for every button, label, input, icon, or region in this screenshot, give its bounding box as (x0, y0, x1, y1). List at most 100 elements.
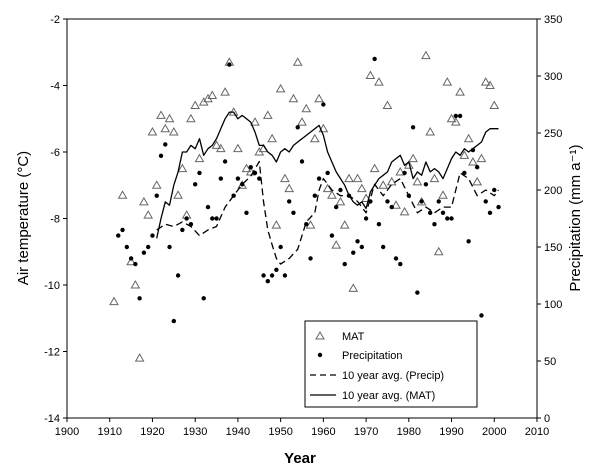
mat-point (173, 190, 183, 199)
precip-point (423, 182, 429, 187)
y-axis-title-right: Precipitation (mm a⁻¹) (567, 144, 584, 291)
mat-point (318, 123, 329, 133)
mat-point (280, 173, 290, 183)
precip-point (355, 239, 360, 244)
legend-label-mat: MAT (342, 331, 365, 343)
mat-point (408, 153, 418, 163)
precip-point (167, 244, 172, 250)
mat-point (250, 117, 260, 126)
mat-point (391, 200, 401, 209)
precip-point (133, 261, 138, 267)
precip-point (299, 159, 305, 164)
mat-point (369, 163, 380, 173)
precip-point (462, 170, 467, 176)
mat-point (215, 143, 226, 153)
mat-point (463, 133, 474, 143)
x-tick-label: 1970 (354, 426, 378, 438)
y-axis-title-left: Air temperature (°C) (15, 151, 32, 285)
mat-point (309, 133, 320, 143)
mat-point (339, 220, 350, 229)
mat-point (190, 100, 201, 109)
mat-point (382, 100, 393, 109)
precip-point (449, 216, 454, 221)
y-left-tick-label: -8 (50, 214, 60, 226)
precip-point (192, 182, 198, 187)
mat-point (327, 190, 337, 199)
precip-point (440, 210, 446, 215)
precip-point (487, 210, 493, 215)
precip-point (466, 239, 471, 244)
x-tick-label: 1910 (97, 426, 121, 438)
mat-point (186, 113, 196, 123)
legend-box (304, 320, 478, 408)
precip-point (184, 216, 189, 221)
precip-point (325, 170, 330, 176)
mat-point (109, 296, 119, 306)
y-right-tick-label: 150 (544, 242, 562, 254)
mat-point (485, 80, 495, 89)
precip-point (163, 142, 168, 147)
mat-point (117, 190, 128, 199)
x-tick-label: 1980 (397, 426, 421, 438)
mat-point (468, 156, 478, 166)
mat-point (450, 117, 461, 126)
y-left-tick-label: -4 (50, 81, 60, 93)
x-tick-label: 2010 (525, 426, 549, 438)
y-right-tick-label: 200 (544, 185, 562, 197)
mat-point (399, 206, 410, 216)
mat-point (335, 196, 346, 206)
mat-point (331, 240, 342, 249)
precip-point (171, 318, 177, 324)
x-tick-label: 1940 (226, 426, 250, 438)
mat-point (245, 166, 256, 176)
precip-point (128, 256, 134, 261)
precip-point (261, 273, 266, 278)
precip-point (137, 296, 142, 301)
axes: 1900 1910 1920 1930 1940 1950 1960 1970 1980 1990… (44, 14, 562, 438)
precip-point (141, 250, 147, 255)
precip-point (158, 153, 164, 158)
precip-point (321, 102, 326, 107)
x-tick-label: 1900 (55, 426, 79, 438)
x-tick-label: 1930 (183, 426, 207, 438)
x-tick-label: 1950 (268, 426, 292, 438)
precip-point (291, 210, 296, 215)
precip-point (248, 165, 253, 170)
precip-point (150, 233, 155, 238)
precip-point (393, 256, 399, 261)
legend: MAT Precipitation 10 year avg. (Precip) … (304, 320, 478, 408)
mat-point (438, 190, 448, 199)
precip-point (175, 273, 181, 278)
y-right-tick-label: 0 (544, 413, 550, 425)
precip-point (145, 244, 151, 250)
mat-point (365, 70, 376, 80)
precip-point (316, 176, 322, 181)
precip-point (329, 233, 335, 238)
mat-point (297, 117, 307, 126)
mat-point (348, 283, 359, 292)
precip-point (380, 244, 386, 250)
mat-point (288, 93, 299, 103)
precip-point (457, 113, 463, 119)
precip-point (376, 222, 382, 227)
precip-point (427, 210, 433, 215)
y-left-tick-label: -12 (44, 347, 60, 359)
precip-point (120, 227, 125, 233)
mat-point (156, 110, 166, 119)
mat-point (292, 57, 303, 66)
precip-point (474, 165, 480, 170)
mat-point (177, 163, 188, 173)
mat-point (194, 153, 205, 163)
precip-point (244, 210, 249, 215)
legend-label-precip-avg: 10 year avg. (Precip) (342, 370, 444, 382)
mat-avg-line (156, 111, 499, 239)
precip-point (402, 170, 407, 176)
precip-point (359, 244, 365, 250)
precip-point (214, 216, 219, 221)
mat-point (489, 100, 500, 109)
precip-point (278, 244, 283, 250)
precip-point (385, 199, 390, 204)
legend-mat-marker-icon (315, 330, 325, 340)
mat-point (378, 180, 389, 189)
